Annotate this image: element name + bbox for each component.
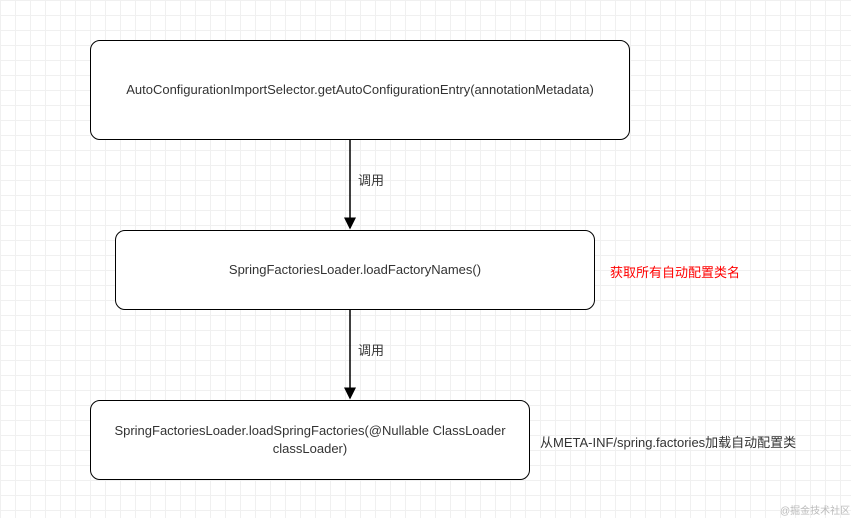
annotation-get-all-autoconfig-classnames: 获取所有自动配置类名 bbox=[610, 262, 740, 281]
watermark: @掘金技术社区 bbox=[780, 502, 850, 517]
node-label: AutoConfigurationImportSelector.getAutoC… bbox=[126, 81, 594, 99]
node-load-spring-factories: SpringFactoriesLoader.loadSpringFactorie… bbox=[90, 400, 530, 480]
edge-label-2: 调用 bbox=[358, 340, 384, 359]
node-label: SpringFactoriesLoader.loadFactoryNames() bbox=[229, 261, 481, 279]
flowchart-canvas: AutoConfigurationImportSelector.getAutoC… bbox=[0, 0, 851, 518]
edge-label-1: 调用 bbox=[358, 170, 384, 189]
node-auto-configuration-import-selector: AutoConfigurationImportSelector.getAutoC… bbox=[90, 40, 630, 140]
annotation-load-from-meta-inf: 从META-INF/spring.factories加载自动配置类 bbox=[540, 432, 796, 451]
node-label: SpringFactoriesLoader.loadSpringFactorie… bbox=[103, 422, 517, 458]
node-load-factory-names: SpringFactoriesLoader.loadFactoryNames() bbox=[115, 230, 595, 310]
